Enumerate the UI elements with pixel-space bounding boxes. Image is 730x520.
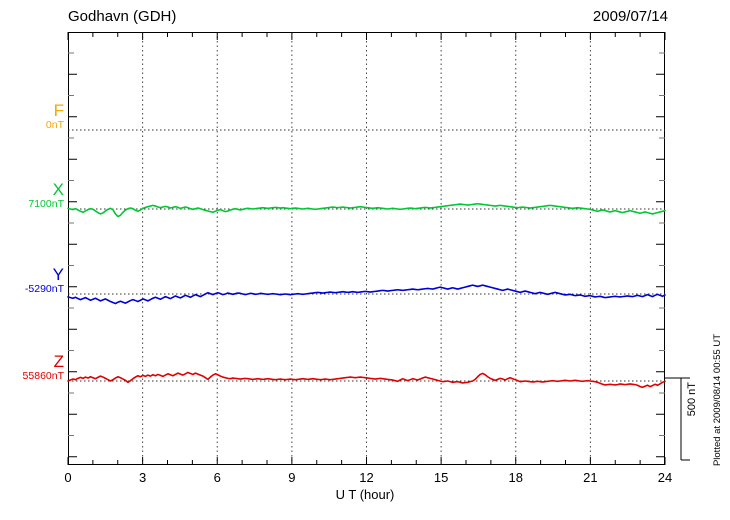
component-symbol-z: Z xyxy=(53,352,64,371)
component-value-x: 7100nT xyxy=(28,197,64,210)
x-tick-label-18: 18 xyxy=(508,470,523,485)
scale-bar-label: 500 nT xyxy=(686,382,698,417)
component-label-y: Y -5290nT xyxy=(0,266,64,295)
component-label-z: Z 55860nT xyxy=(0,353,64,382)
x-tick-label-0: 0 xyxy=(64,470,72,485)
x-tick-label-3: 3 xyxy=(139,470,147,485)
page-title: Godhavn (GDH) xyxy=(68,8,177,25)
component-symbol-y: Y xyxy=(52,265,64,284)
plot-area xyxy=(68,32,665,465)
observation-date: 2009/07/14 xyxy=(592,8,668,25)
component-value-y: -5290nT xyxy=(24,282,64,295)
component-symbol-x: X xyxy=(52,180,64,199)
x-axis-title: U T (hour) xyxy=(335,487,395,502)
x-tick-label-12: 12 xyxy=(359,470,374,485)
x-tick-label-6: 6 xyxy=(213,470,221,485)
plotted-timestamp: Plotted at 2009/08/14 00:55 UT xyxy=(712,334,723,467)
x-tick-label-15: 15 xyxy=(433,470,449,485)
component-value-z: 55860nT xyxy=(22,369,64,382)
component-value-f: 0nT xyxy=(45,118,64,131)
component-label-x: X 7100nT xyxy=(0,181,64,210)
component-label-f: F 0nT xyxy=(0,102,64,131)
x-tick-label-9: 9 xyxy=(288,470,296,485)
component-symbol-f: F xyxy=(53,101,64,120)
x-tick-label-24: 24 xyxy=(657,470,673,485)
x-tick-label-21: 21 xyxy=(583,470,598,485)
